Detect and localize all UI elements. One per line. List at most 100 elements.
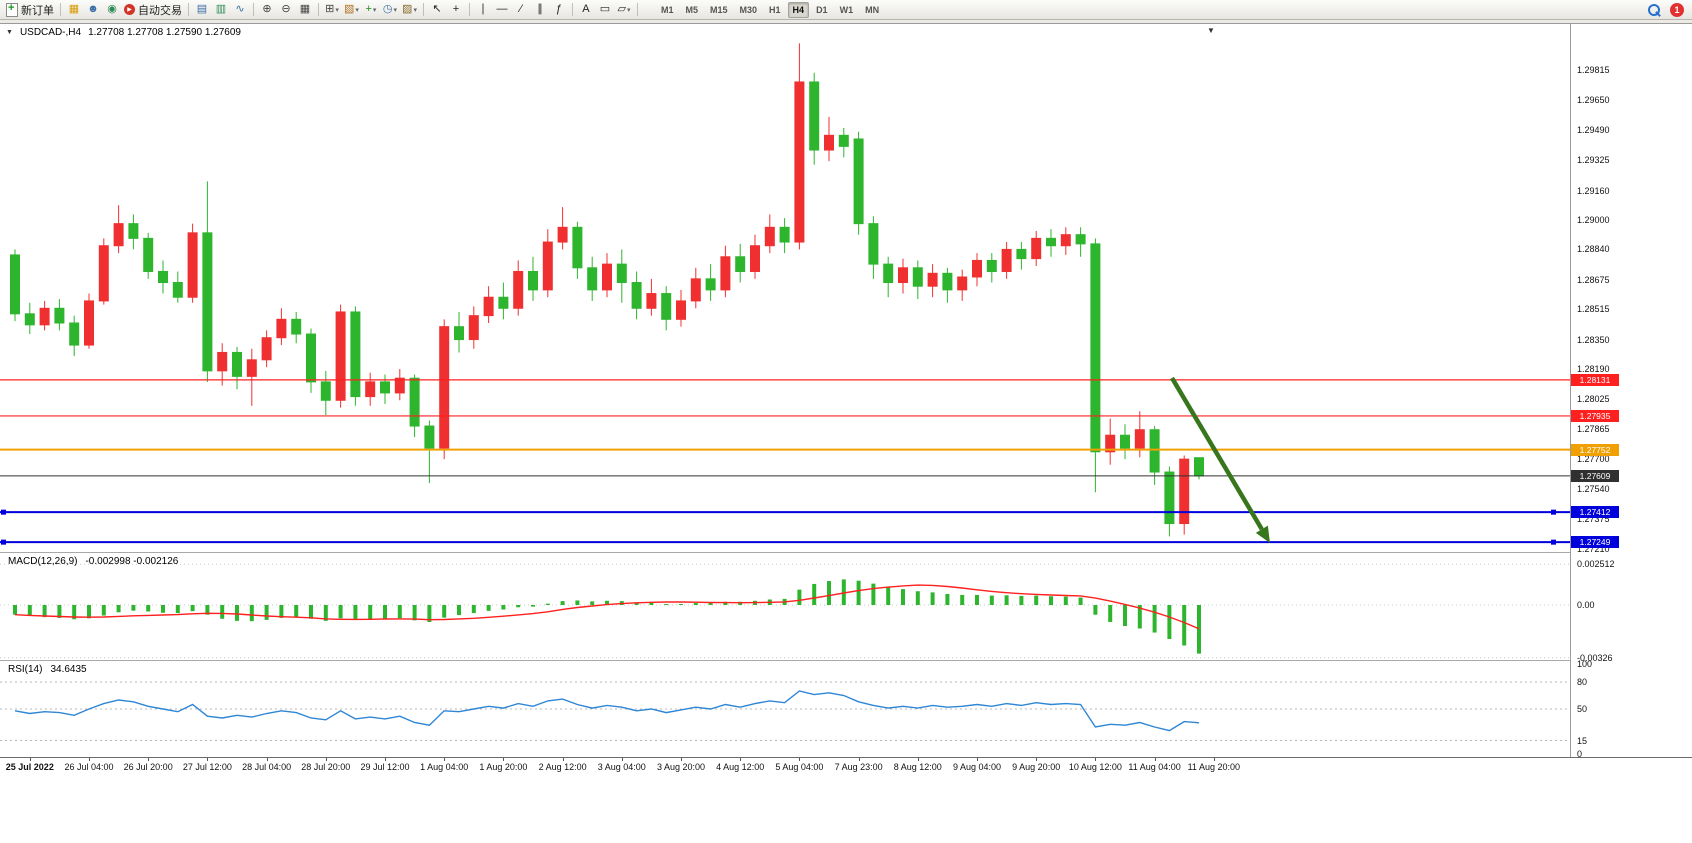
rsi-axis-label: 80 — [1577, 677, 1588, 687]
terminal-icon: ◉ — [107, 3, 117, 15]
candle — [128, 214, 139, 250]
candle — [602, 253, 612, 298]
chart-ohlc-values: 1.27708 1.27708 1.27590 1.27609 — [88, 27, 241, 38]
new-order-button[interactable]: 新订单 — [4, 1, 56, 19]
market-watch-icon: ▦ — [68, 3, 80, 15]
price-axis-label: 1.27540 — [1577, 483, 1610, 494]
candle — [380, 374, 390, 404]
candle — [587, 256, 598, 301]
candle — [187, 223, 198, 303]
notification-badge[interactable]: 1 — [1670, 2, 1684, 17]
new-chart-button[interactable]: ⊞ ▾ — [323, 1, 341, 19]
time-tick — [444, 758, 446, 761]
templates-button[interactable]: ▨ ▾ — [400, 1, 419, 19]
candle — [468, 306, 479, 349]
vertical-line-tool-button[interactable]: ∣ — [474, 1, 492, 19]
candle — [1016, 242, 1027, 270]
macd-axis-label: 0.00 — [1577, 600, 1595, 610]
time-tick — [207, 758, 209, 761]
hline-handle[interactable] — [1551, 539, 1556, 545]
shapes-tool-button[interactable]: ▱ ▾ — [615, 1, 633, 19]
hline-handle[interactable] — [1551, 509, 1556, 515]
timeframe-M1[interactable]: M1 — [660, 4, 674, 15]
chart-shift-marker-icon: ▼ — [1207, 26, 1215, 35]
indicators-button[interactable]: + ▾ — [362, 1, 380, 19]
timeframe-buttons: M1 M5 M15 M30 H1 H4 D1 W1 MN — [656, 1, 884, 18]
one-click-trading-toggle-icon[interactable]: ▼ — [6, 29, 13, 36]
timeframe-M15[interactable]: M15 — [710, 4, 728, 15]
indicators-icon: + — [365, 3, 372, 15]
candle — [202, 181, 213, 382]
navigator-button[interactable]: ☻ — [84, 1, 102, 19]
text-tool-button[interactable]: A — [577, 1, 595, 19]
time-axis[interactable]: 25 Jul 2022 26 Jul 04:00 26 Jul 20:00 27 Ju… — [0, 758, 1570, 778]
candle — [350, 306, 361, 406]
price-axis-label: 1.28515 — [1577, 304, 1610, 315]
time-tick — [266, 758, 268, 761]
timeframe-M5[interactable]: M5 — [685, 4, 698, 15]
cursor-tool-button[interactable]: ↖ — [428, 1, 446, 19]
timeframe-W1[interactable]: W1 — [839, 4, 854, 15]
candle — [1120, 424, 1130, 460]
macd-panel[interactable] — [0, 553, 1570, 659]
label-tool-button[interactable]: ▭ — [596, 1, 614, 19]
candle — [957, 269, 968, 301]
time-axis-label: 10 Aug 12:00 — [1068, 762, 1122, 772]
candlestick-chart-button[interactable]: ▥ — [212, 1, 230, 19]
tile-windows-button[interactable]: ▦ — [296, 1, 314, 19]
bar-chart-button[interactable]: ▤ — [193, 1, 211, 19]
price-axis-label: 1.28675 — [1577, 274, 1610, 285]
zoom-in-button[interactable]: ⊕ — [258, 1, 276, 19]
terminal-button[interactable]: ◉ — [103, 1, 121, 19]
candle — [779, 218, 790, 254]
timeframe-MN[interactable]: MN — [865, 4, 880, 15]
candle — [394, 369, 405, 401]
zoom-in-icon: ⊕ — [262, 3, 272, 15]
rsi-axis-label: 100 — [1577, 659, 1593, 669]
time-axis-label: 26 Jul 04:00 — [64, 762, 114, 772]
channel-tool-button[interactable]: ∥ — [531, 1, 549, 19]
panel-separator[interactable] — [0, 660, 1570, 661]
price-axis-label: 1.29000 — [1577, 214, 1610, 225]
candle — [10, 249, 20, 322]
candle — [24, 302, 35, 335]
toolbar-separator — [318, 3, 319, 16]
candle — [454, 311, 464, 353]
trend-arrow[interactable] — [1170, 376, 1270, 543]
market-watch-button[interactable]: ▦ — [65, 1, 83, 19]
rsi-panel[interactable] — [0, 661, 1570, 756]
search-icon[interactable] — [1648, 3, 1662, 17]
autotrading-button[interactable]: ▶ 自动交易 — [122, 1, 184, 19]
macd-header: MACD(12,26,9) -0.002998 -0.002126 — [8, 556, 178, 567]
time-axis-label: 9 Aug 20:00 — [1012, 762, 1061, 772]
horizontal-line-tool-button[interactable]: ― — [493, 1, 511, 19]
timeframe-D1[interactable]: D1 — [816, 4, 828, 15]
fibonacci-tool-button[interactable]: ƒ — [550, 1, 568, 19]
hline-handle[interactable] — [1, 539, 6, 545]
candle — [1046, 229, 1056, 257]
price-axis-label: 1.28350 — [1577, 334, 1610, 345]
candle — [572, 221, 583, 279]
price-tag-support-2: 1.27249 — [1571, 536, 1619, 549]
hline-handle[interactable] — [1, 509, 6, 515]
profiles-button[interactable]: ▧ ▾ — [342, 1, 361, 19]
timeframe-M30[interactable]: M30 — [739, 4, 758, 15]
main-chart[interactable] — [0, 40, 1570, 552]
timeframe-H4[interactable]: H4 — [787, 1, 810, 18]
time-axis-label: 11 Aug 04:00 — [1128, 762, 1181, 772]
crosshair-tool-button[interactable]: + — [447, 1, 465, 19]
timeframe-H1[interactable]: H1 — [769, 4, 781, 15]
price-axis-label: 1.28190 — [1577, 364, 1610, 374]
price-axis[interactable]: 1.29815 1.29650 1.29490 1.29325 1.29160 1.290… — [1571, 24, 1692, 777]
time-tick — [977, 758, 978, 761]
periods-button[interactable]: ◷ ▾ — [381, 1, 399, 19]
price-axis-label: 1.27865 — [1577, 423, 1610, 434]
trendline-tool-button[interactable]: ∕ — [512, 1, 530, 19]
bar-chart-icon: ▤ — [196, 3, 208, 15]
autotrading-button-label: 自动交易 — [138, 4, 182, 17]
candle — [942, 267, 953, 303]
panel-separator[interactable] — [0, 552, 1570, 553]
line-chart-button[interactable]: ∿ — [231, 1, 249, 19]
candle — [1105, 418, 1116, 465]
zoom-out-button[interactable]: ⊖ — [277, 1, 295, 19]
